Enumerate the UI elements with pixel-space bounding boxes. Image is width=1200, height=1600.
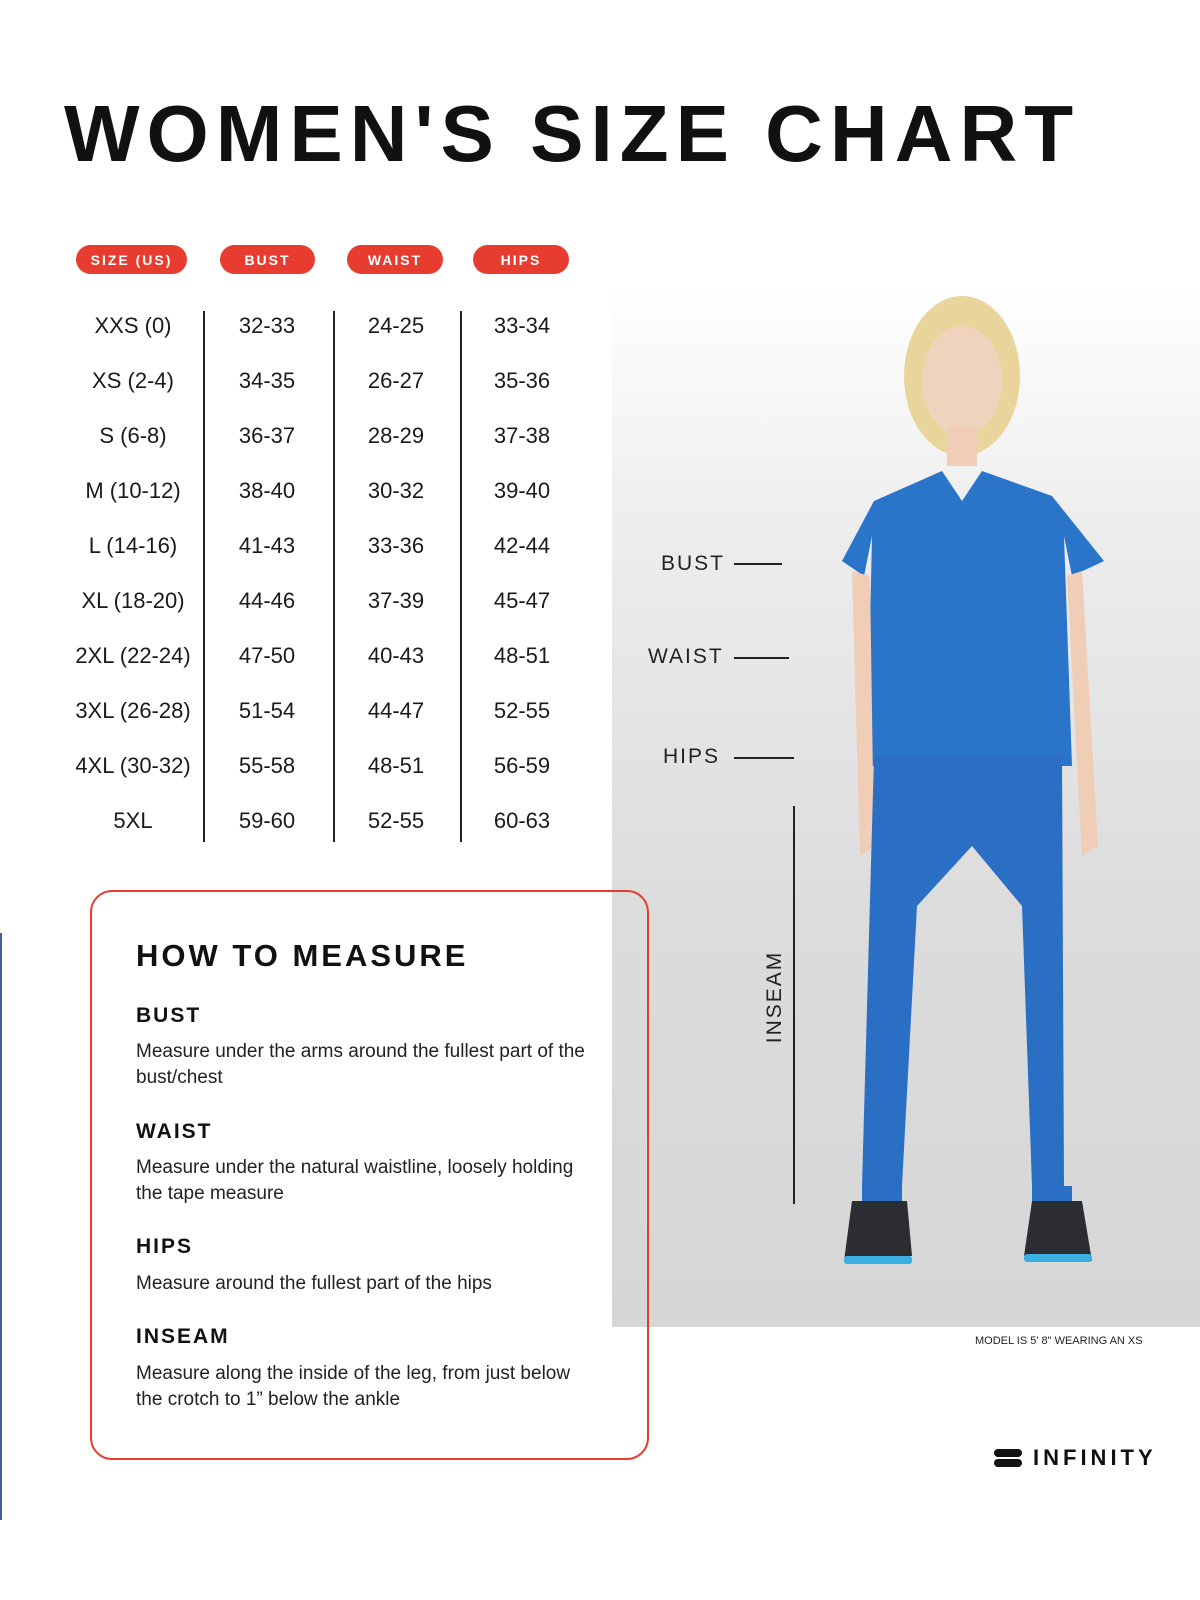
size-cell: S (6-8) xyxy=(99,423,167,448)
brand-name: INFINITY xyxy=(1033,1445,1157,1470)
measurement-cell: 47-50 xyxy=(238,643,296,668)
how-to-measure-box: HOW TO MEASURE BUST Measure under the ar… xyxy=(90,890,649,1460)
measurement-cell: 41-43 xyxy=(238,533,296,558)
measurement-cell: 33-36 xyxy=(367,533,425,558)
size-cell: 5XL xyxy=(113,808,153,833)
scrub-top xyxy=(842,471,1104,766)
size-cell: XS (2-4) xyxy=(92,368,174,393)
column-divider xyxy=(203,311,205,842)
model-photo xyxy=(612,286,1200,1327)
face xyxy=(922,326,1002,436)
measurement-cell: 42-44 xyxy=(493,533,551,558)
measurement-cell: 45-47 xyxy=(493,588,551,613)
neck xyxy=(947,426,977,466)
measurement-cell: 36-37 xyxy=(238,423,296,448)
measurement-cell: 51-54 xyxy=(238,698,296,723)
size-cell: 3XL (26-28) xyxy=(75,698,191,723)
header-bust: BUST xyxy=(220,245,315,274)
measurement-cell: 56-59 xyxy=(493,753,551,778)
size-cell: L (14-16) xyxy=(88,533,178,558)
arms xyxy=(852,571,1098,856)
measurement-cell: 52-55 xyxy=(493,698,551,723)
measurement-cell: 37-39 xyxy=(367,588,425,613)
inseam-line xyxy=(793,806,795,1204)
measurement-cell: 55-58 xyxy=(238,753,296,778)
measurement-cell: 28-29 xyxy=(367,423,425,448)
header-waist: WAIST xyxy=(347,245,443,274)
measure-title-hips: HIPS xyxy=(136,1235,194,1258)
measurement-cell: 37-38 xyxy=(493,423,551,448)
measurement-cell: 40-43 xyxy=(367,643,425,668)
measurement-cell: 48-51 xyxy=(367,753,425,778)
header-hips: HIPS xyxy=(473,245,569,274)
measurement-cell: 32-33 xyxy=(238,313,296,338)
measurement-cell: 59-60 xyxy=(238,808,296,833)
shoe xyxy=(844,1201,912,1261)
measurement-cell: 35-36 xyxy=(493,368,551,393)
hips-line xyxy=(734,757,794,759)
shoe xyxy=(1024,1201,1092,1261)
measurement-cell: 38-40 xyxy=(238,478,296,503)
label-inseam: INSEAM xyxy=(763,950,786,1044)
label-waist: WAIST xyxy=(648,645,724,668)
size-cell: M (10-12) xyxy=(85,478,181,503)
measurement-cell: 44-47 xyxy=(367,698,425,723)
measurement-cell: 52-55 xyxy=(367,808,425,833)
sole xyxy=(844,1256,912,1264)
measurement-cell: 30-32 xyxy=(367,478,425,503)
page-title: WOMEN'S SIZE CHART xyxy=(64,89,1081,178)
measurement-cell: 48-51 xyxy=(493,643,551,668)
infinity-logo-icon xyxy=(994,1449,1022,1467)
bust-line xyxy=(734,563,782,565)
model-caption: MODEL IS 5' 8" WEARING AN XS xyxy=(975,1335,1143,1347)
measurement-cell: 60-63 xyxy=(493,808,551,833)
waist-line xyxy=(734,657,789,659)
sole xyxy=(1024,1254,1092,1262)
measure-text-inseam: Measure along the inside of the leg, fro… xyxy=(136,1363,571,1410)
edge-line xyxy=(0,933,2,1520)
measurement-cell: 26-27 xyxy=(367,368,425,393)
measurement-cell: 33-34 xyxy=(493,313,551,338)
measure-title-waist: WAIST xyxy=(136,1120,213,1143)
header-size: SIZE (US) xyxy=(76,245,187,274)
column-divider xyxy=(333,311,335,842)
measure-text-bust: Measure under the arms around the fulles… xyxy=(136,1041,585,1088)
size-cell: 4XL (30-32) xyxy=(75,753,191,778)
how-to-measure-heading: HOW TO MEASURE xyxy=(136,938,469,973)
size-cell: XXS (0) xyxy=(94,313,172,338)
model-illustration xyxy=(842,296,1104,1264)
scrub-pants xyxy=(862,756,1064,1186)
measure-title-inseam: INSEAM xyxy=(136,1325,230,1348)
label-hips: HIPS xyxy=(663,745,721,768)
measure-text-waist: Measure under the natural waistline, loo… xyxy=(136,1157,574,1204)
measurement-cell: 39-40 xyxy=(493,478,551,503)
measurement-cell: 24-25 xyxy=(367,313,425,338)
brand-logo: INFINITY xyxy=(993,1445,1157,1471)
measurement-cell: 34-35 xyxy=(238,368,296,393)
measure-text-hips: Measure around the fullest part of the h… xyxy=(136,1273,492,1294)
measure-title-bust: BUST xyxy=(136,1004,202,1027)
size-cell: XL (18-20) xyxy=(81,588,185,613)
label-bust: BUST xyxy=(661,552,726,575)
measurement-cell: 44-46 xyxy=(238,588,296,613)
column-divider xyxy=(460,311,462,842)
size-cell: 2XL (22-24) xyxy=(75,643,191,668)
